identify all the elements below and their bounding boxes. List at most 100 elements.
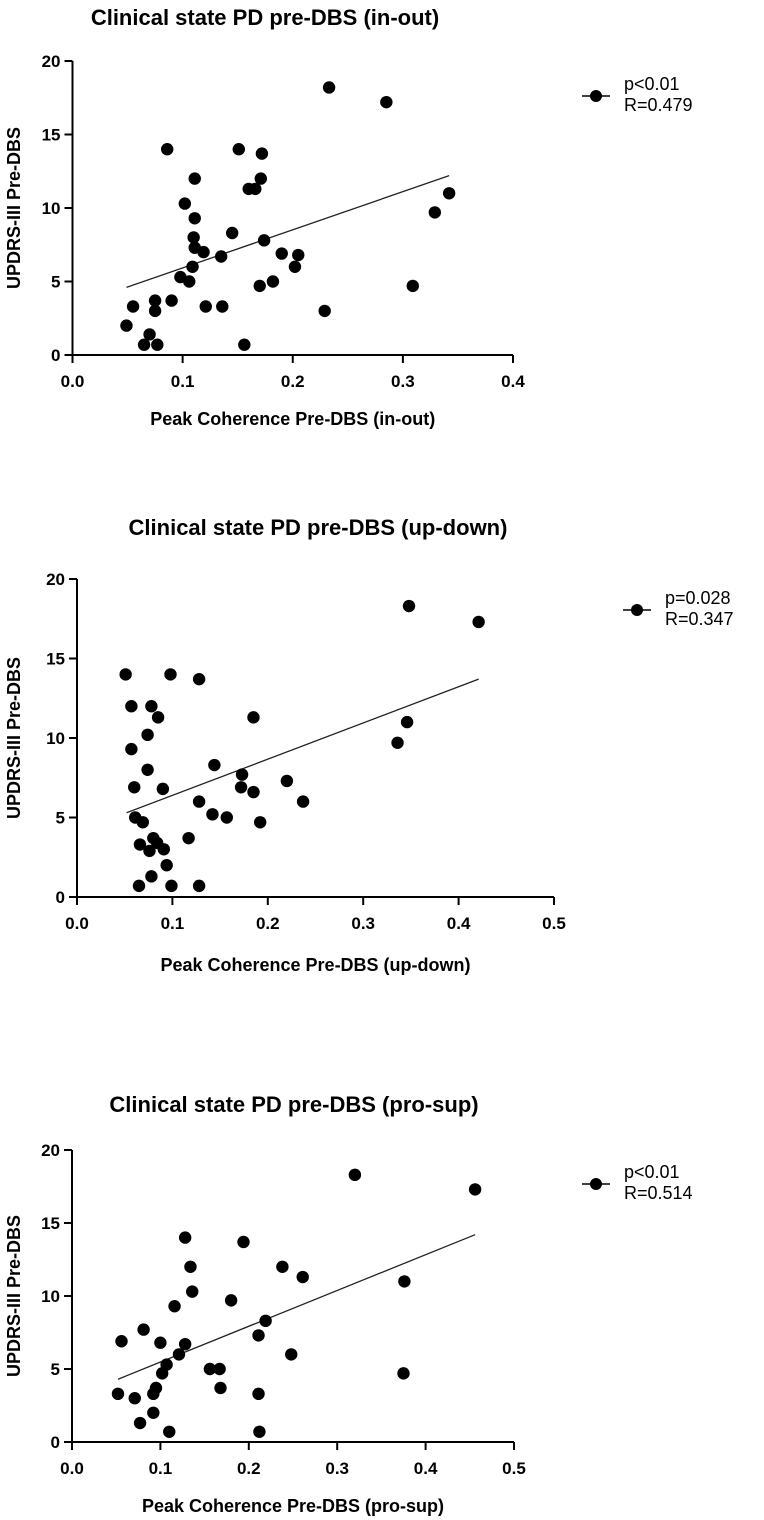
x-tick-label: 0.5 — [502, 1459, 526, 1478]
x-tick-label: 0.3 — [325, 1459, 349, 1478]
data-point — [257, 234, 271, 247]
data-point — [247, 785, 260, 799]
data-point — [184, 1260, 197, 1274]
data-point — [137, 338, 151, 351]
data-point — [206, 808, 219, 821]
data-point — [247, 711, 260, 724]
x-tick-label: 0.2 — [256, 914, 280, 933]
data-point — [187, 231, 200, 244]
data-point — [285, 1348, 298, 1361]
data-point — [111, 1387, 125, 1401]
x-tick-label: 0.5 — [542, 914, 566, 933]
x-tick-label: 0.1 — [171, 372, 195, 391]
data-point — [178, 1231, 192, 1244]
data-point — [468, 1183, 482, 1196]
x-tick-label: 0.1 — [149, 1459, 173, 1478]
data-point — [186, 1285, 199, 1298]
data-point — [253, 816, 267, 829]
data-point — [133, 1416, 147, 1430]
data-point — [380, 95, 393, 109]
x-tick-label: 0.2 — [237, 1459, 261, 1478]
data-point — [318, 304, 331, 318]
data-point — [252, 1329, 265, 1342]
data-point — [160, 859, 173, 872]
data-point — [253, 1425, 266, 1438]
regression-line — [126, 678, 479, 814]
data-point — [249, 182, 262, 196]
data-point — [296, 795, 310, 808]
data-point — [428, 206, 442, 219]
y-tick-label: 15 — [42, 126, 61, 145]
y-tick-label: 5 — [56, 809, 65, 828]
y-tick-label: 0 — [51, 346, 60, 365]
data-point — [214, 1381, 227, 1395]
y-tick-label: 10 — [42, 199, 61, 218]
data-point — [254, 172, 268, 185]
x-tick-label: 0.1 — [161, 914, 185, 933]
data-point — [172, 1348, 186, 1361]
legend-marker — [590, 1178, 602, 1190]
data-point — [292, 248, 305, 262]
data-point — [165, 879, 178, 893]
data-point — [148, 294, 162, 307]
data-point — [234, 781, 248, 794]
legend-p-value: p<0.01 — [624, 74, 680, 94]
x-tick-label: 0.4 — [501, 372, 525, 391]
data-point — [156, 782, 170, 796]
legend-marker — [590, 90, 602, 102]
x-tick-label: 0.3 — [391, 372, 415, 391]
data-point — [199, 300, 212, 313]
data-point — [128, 781, 141, 794]
data-point — [238, 338, 251, 351]
data-point — [125, 700, 138, 713]
chart-in-out: Clinical state PD pre-DBS (in-out) 0.0 0.1… — [4, 5, 693, 429]
y-tick-label: 5 — [51, 273, 60, 292]
data-point — [275, 247, 288, 260]
data-point — [197, 245, 210, 259]
data-point — [115, 1335, 128, 1348]
legend-r-value: R=0.347 — [665, 609, 734, 629]
data-point — [136, 816, 150, 829]
data-point — [208, 758, 221, 772]
data-point — [348, 1168, 362, 1182]
data-point — [192, 672, 206, 686]
y-tick-label: 0 — [51, 1433, 60, 1452]
data-point — [213, 1362, 226, 1376]
data-point — [161, 143, 174, 156]
data-point — [224, 1294, 238, 1307]
data-point — [186, 260, 199, 273]
data-point — [472, 615, 485, 629]
data-point — [188, 212, 201, 225]
y-tick-label: 20 — [46, 570, 65, 589]
data-point — [288, 260, 302, 273]
legend-r-value: R=0.479 — [624, 95, 693, 115]
regression-line — [126, 175, 450, 288]
data-point — [155, 1367, 169, 1380]
data-point — [120, 319, 133, 332]
chart-title: Clinical state PD pre-DBS (in-out) — [91, 5, 439, 30]
chart-title: Clinical state PD pre-DBS (pro-sup) — [109, 1092, 478, 1117]
x-axis-label: Peak Coherence Pre-DBS (in-out) — [150, 409, 435, 429]
data-point — [147, 1406, 160, 1420]
legend-marker — [631, 604, 643, 616]
data-point — [232, 143, 245, 156]
data-point — [216, 300, 229, 313]
y-axis-label: UPDRS-III Pre-DBS — [4, 127, 24, 289]
x-tick-label: 0.4 — [447, 914, 471, 933]
data-point — [252, 1387, 265, 1401]
data-point — [220, 811, 233, 824]
data-point — [280, 774, 294, 788]
data-point — [119, 668, 132, 681]
x-axis-label: Peak Coherence Pre-DBS (up-down) — [160, 955, 470, 975]
data-point — [237, 1235, 250, 1249]
data-point — [214, 250, 228, 263]
data-point — [322, 81, 336, 94]
data-point — [203, 1362, 217, 1376]
data-point — [128, 1392, 141, 1405]
data-point — [143, 328, 156, 341]
data-point — [151, 338, 164, 351]
legend-r-value: R=0.514 — [624, 1183, 693, 1203]
data-point — [125, 742, 138, 756]
chart-pro-sup: Clinical state PD pre-DBS (pro-sup) 0.0 0.… — [4, 1092, 693, 1516]
